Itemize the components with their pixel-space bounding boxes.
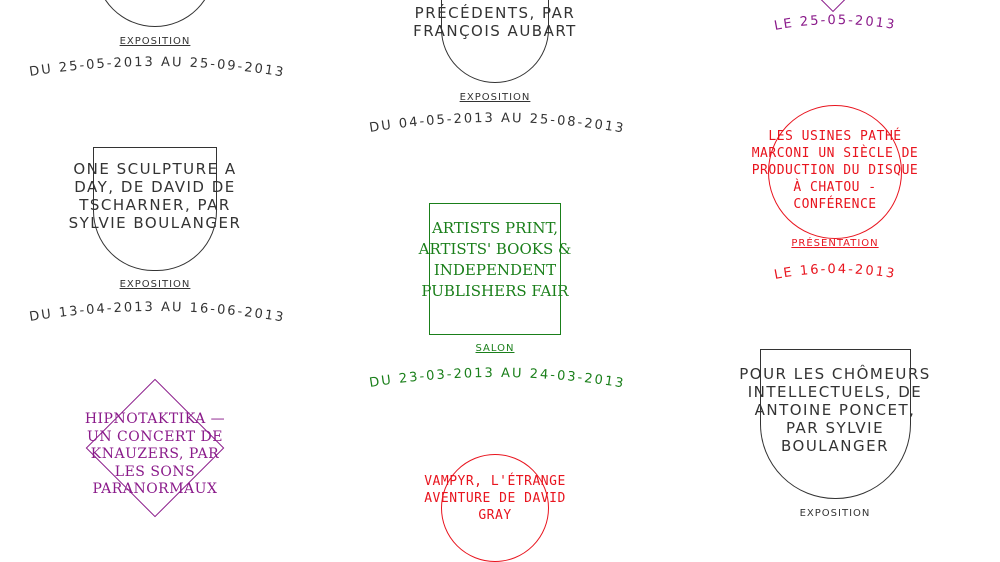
- arch-shape: [95, 0, 215, 27]
- svg-text:LE 16-04-2013: LE 16-04-2013: [773, 262, 897, 283]
- event-card-usines-pathe-marconi[interactable]: LES USINES PATHÉ MARCONI UN SIÈCLE DE PR…: [752, 105, 918, 290]
- event-date: DU 23-03-2013 AU 24-03-2013: [368, 366, 626, 392]
- date-text: DU 13-04-2013 AU 16-06-2013: [28, 300, 284, 326]
- event-card-one-sculpture-a-day[interactable]: ONE SCULPTURE A DAY, DE DAVID DE TSCHARN…: [20, 145, 290, 330]
- svg-text:LE 25-05-2013: LE 25-05-2013: [773, 13, 897, 34]
- event-card-pour-les-chomeurs-intellectuels[interactable]: POUR LES CHÔMEURS INTELLECTUELS, DE ANTO…: [735, 348, 935, 520]
- arch-shape: [93, 147, 217, 271]
- event-card-hipnotaktika[interactable]: HIPNOTAKTIKA — UN CONCERT DE KNAUZERS, P…: [20, 378, 290, 520]
- event-title: L'ÉCHO DES PRÉCÉDENTS, PAR FRANÇOIS AUBA…: [413, 0, 577, 40]
- svg-text:DU 04-05-2013 AU 25-08-2013: DU 04-05-2013 AU 25-08-2013: [368, 111, 626, 137]
- event-title: HIPNOTAKTIKA — UN CONCERT DE KNAUZERS, P…: [84, 411, 226, 497]
- category-label: EXPOSITION: [459, 92, 531, 103]
- circle-shape: [768, 105, 902, 239]
- svg-text:DU 23-03-2013 AU 24-03-2013: DU 23-03-2013 AU 24-03-2013: [368, 366, 626, 392]
- date-text: DU 23-03-2013 AU 24-03-2013: [368, 366, 624, 392]
- category-label: EXPOSITION: [119, 36, 191, 47]
- event-date: DU 04-05-2013 AU 25-08-2013: [368, 111, 626, 137]
- svg-text:DU 13-04-2013 AU 16-06-2013: DU 13-04-2013 AU 16-06-2013: [28, 300, 286, 326]
- category-label: PRÉSENTATION: [791, 238, 879, 249]
- category-label: EXPOSITION: [799, 508, 871, 519]
- event-card-exposition-top-left[interactable]: EXPOSITION DU 25-05-2013 AU 25-09-2013: [20, 0, 290, 90]
- date-text: DU 25-05-2013 AU 25-09-2013: [28, 55, 284, 81]
- date-text: DU 04-05-2013 AU 25-08-2013: [368, 111, 624, 137]
- category-label: SALON: [475, 343, 515, 354]
- date-text: LE 16-04-2013: [773, 262, 895, 283]
- event-title: LES USINES PATHÉ MARCONI UN SIÈCLE DE PR…: [751, 129, 919, 212]
- svg-text:DU 25-05-2013 AU 25-09-2013: DU 25-05-2013 AU 25-09-2013: [28, 55, 286, 81]
- category-label: EXPOSITION: [119, 279, 191, 290]
- event-date: DU 13-04-2013 AU 16-06-2013: [28, 300, 286, 326]
- event-card-vampyr[interactable]: VAMPYR, L'ÉTRANGE AVENTURE DE DAVID GRAY: [360, 452, 630, 562]
- event-card-top-right[interactable]: LE 25-05-2013: [760, 0, 910, 45]
- event-date: LE 25-05-2013: [773, 13, 897, 34]
- event-title: ONE SCULPTURE A DAY, DE DAVID DE TSCHARN…: [68, 160, 242, 232]
- event-date: LE 16-04-2013: [773, 262, 897, 283]
- event-card-artists-print-fair[interactable]: ARTISTS PRINT, ARTISTS' BOOKS & INDEPEND…: [360, 203, 630, 393]
- event-title: VAMPYR, L'ÉTRANGE AVENTURE DE DAVID GRAY: [424, 474, 566, 523]
- square-shape: [429, 203, 561, 335]
- arch-shape: [760, 349, 911, 499]
- event-title: ARTISTS PRINT, ARTISTS' BOOKS & INDEPEND…: [418, 219, 572, 300]
- event-card-echo-des-precedents[interactable]: L'ÉCHO DES PRÉCÉDENTS, PAR FRANÇOIS AUBA…: [360, 0, 630, 145]
- event-title: POUR LES CHÔMEURS INTELLECTUELS, DE ANTO…: [739, 365, 931, 455]
- event-date: DU 25-05-2013 AU 25-09-2013: [28, 55, 286, 81]
- date-text: LE 25-05-2013: [773, 13, 895, 34]
